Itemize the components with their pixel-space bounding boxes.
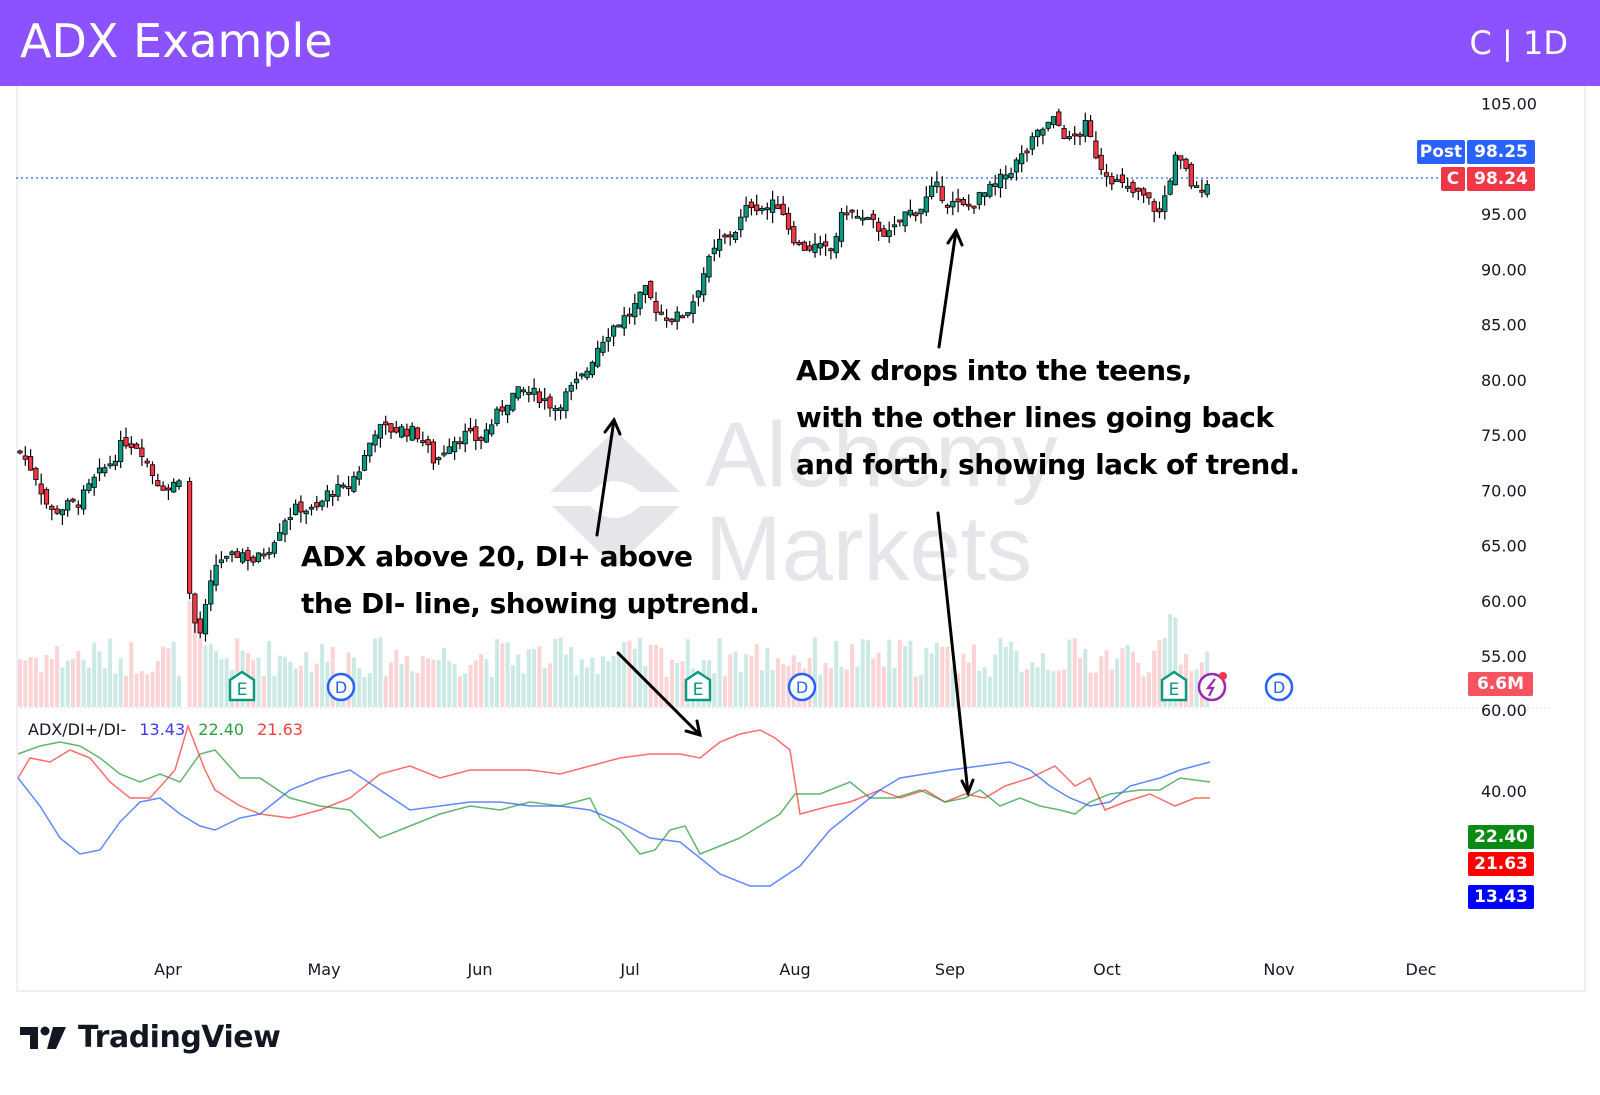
page-title: ADX Example [20, 14, 333, 68]
dividend-event-icon[interactable]: D [326, 672, 356, 702]
price-axis-label: 70.00 [1481, 481, 1527, 500]
di-plus-line [17, 741, 1211, 855]
month-label: Aug [779, 960, 810, 979]
dividend-event-icon[interactable]: D [787, 672, 817, 702]
price-axis-label: 75.00 [1481, 426, 1527, 445]
month-label: Nov [1263, 960, 1294, 979]
svg-text:E: E [1169, 680, 1180, 700]
price-axis-label: 65.00 [1481, 537, 1527, 556]
di-minus-tag: 21.63 [1468, 852, 1534, 876]
arrow-down-2 [936, 511, 970, 795]
price-axis[interactable]: 105.00 95.00 90.00 85.00 80.00 75.00 70.00 65.0… [1481, 95, 1537, 667]
month-label: Jul [619, 960, 639, 979]
price-axis-label: 80.00 [1481, 371, 1527, 390]
split-event-icon[interactable] [1197, 672, 1227, 702]
price-axis-label: 105.00 [1481, 95, 1537, 114]
di-minus-line [17, 723, 1210, 819]
price-axis-label: 60.00 [1481, 592, 1527, 611]
annotation-arrows [595, 227, 975, 797]
price-axis-label: 55.00 [1481, 647, 1527, 666]
svg-text:ADX above 20, DI+ above: ADX above 20, DI+ above [301, 540, 693, 573]
svg-text:D: D [796, 678, 808, 697]
tradingview-logo-icon [20, 1026, 66, 1049]
candlesticks [17, 108, 1210, 642]
di-minus-value: 21.63 [257, 720, 303, 739]
adx-value: 13.43 [139, 720, 186, 739]
post-label-tag: Post [1417, 140, 1465, 164]
tradingview-brand: TradingView [78, 1020, 281, 1055]
close-price-tag: 98.24 [1467, 167, 1535, 191]
month-label: Oct [1093, 960, 1121, 979]
month-label: Sep [935, 960, 965, 979]
svg-text:the DI- line, showing uptrend.: the DI- line, showing uptrend. [301, 587, 759, 620]
indicator-name: ADX/DI+/DI- [28, 720, 127, 739]
earnings-event-icon[interactable]: E [228, 670, 256, 702]
adx-tag: 13.43 [1468, 885, 1534, 909]
di-plus-tag: 22.40 [1468, 825, 1534, 849]
indicator-legend[interactable]: ADX/DI+/DI- 13.43 22.40 21.63 [28, 720, 311, 739]
chart-header: ADX Example C | 1D [0, 0, 1600, 86]
adx-indicator-lines [17, 723, 1211, 887]
post-price-tag: 98.25 [1467, 140, 1535, 164]
close-label-tag: C [1441, 167, 1465, 191]
svg-text:E: E [237, 680, 248, 700]
indicator-axis-40: 40.00 [1481, 782, 1527, 801]
adx-line [17, 761, 1211, 887]
price-axis-label: 90.00 [1481, 260, 1527, 279]
month-label: Apr [154, 960, 182, 979]
arrow-up-2 [937, 229, 958, 349]
svg-text:ADX drops into the teens,: ADX drops into the teens, [796, 354, 1192, 387]
time-axis[interactable]: Apr May Jun Jul Aug Sep Oct Nov Dec [154, 960, 1436, 979]
symbol-interval[interactable]: C | 1D [1469, 24, 1568, 62]
price-axis-label: 95.00 [1481, 205, 1527, 224]
earnings-event-icon[interactable]: E [684, 670, 712, 702]
tradingview-logo[interactable]: TradingView [20, 1020, 281, 1055]
di-plus-value: 22.40 [198, 720, 245, 739]
month-label: Jun [467, 960, 493, 979]
month-label: Dec [1406, 960, 1437, 979]
annotation-no-trend: ADX drops into the teens, with the other… [796, 354, 1300, 481]
svg-text:E: E [693, 680, 704, 700]
arrow-down-diag [616, 651, 702, 737]
earnings-event-icon[interactable]: E [1160, 670, 1188, 702]
arrow-up-1 [595, 418, 616, 537]
price-axis-label: 85.00 [1481, 316, 1527, 335]
svg-text:and forth, showing lack of tre: and forth, showing lack of trend. [796, 448, 1300, 481]
month-label: May [307, 960, 340, 979]
annotation-uptrend: ADX above 20, DI+ above the DI- line, sh… [301, 540, 760, 620]
volume-tag: 6.6M [1468, 672, 1533, 696]
svg-text:with the other lines going bac: with the other lines going back [796, 401, 1275, 434]
dividend-event-icon[interactable]: D [1264, 672, 1294, 702]
watermark-logo-icon [550, 430, 680, 568]
svg-text:D: D [335, 678, 347, 697]
indicator-axis-60: 60.00 [1481, 701, 1527, 720]
chart-frame [16, 86, 1586, 992]
svg-text:D: D [1273, 678, 1285, 697]
